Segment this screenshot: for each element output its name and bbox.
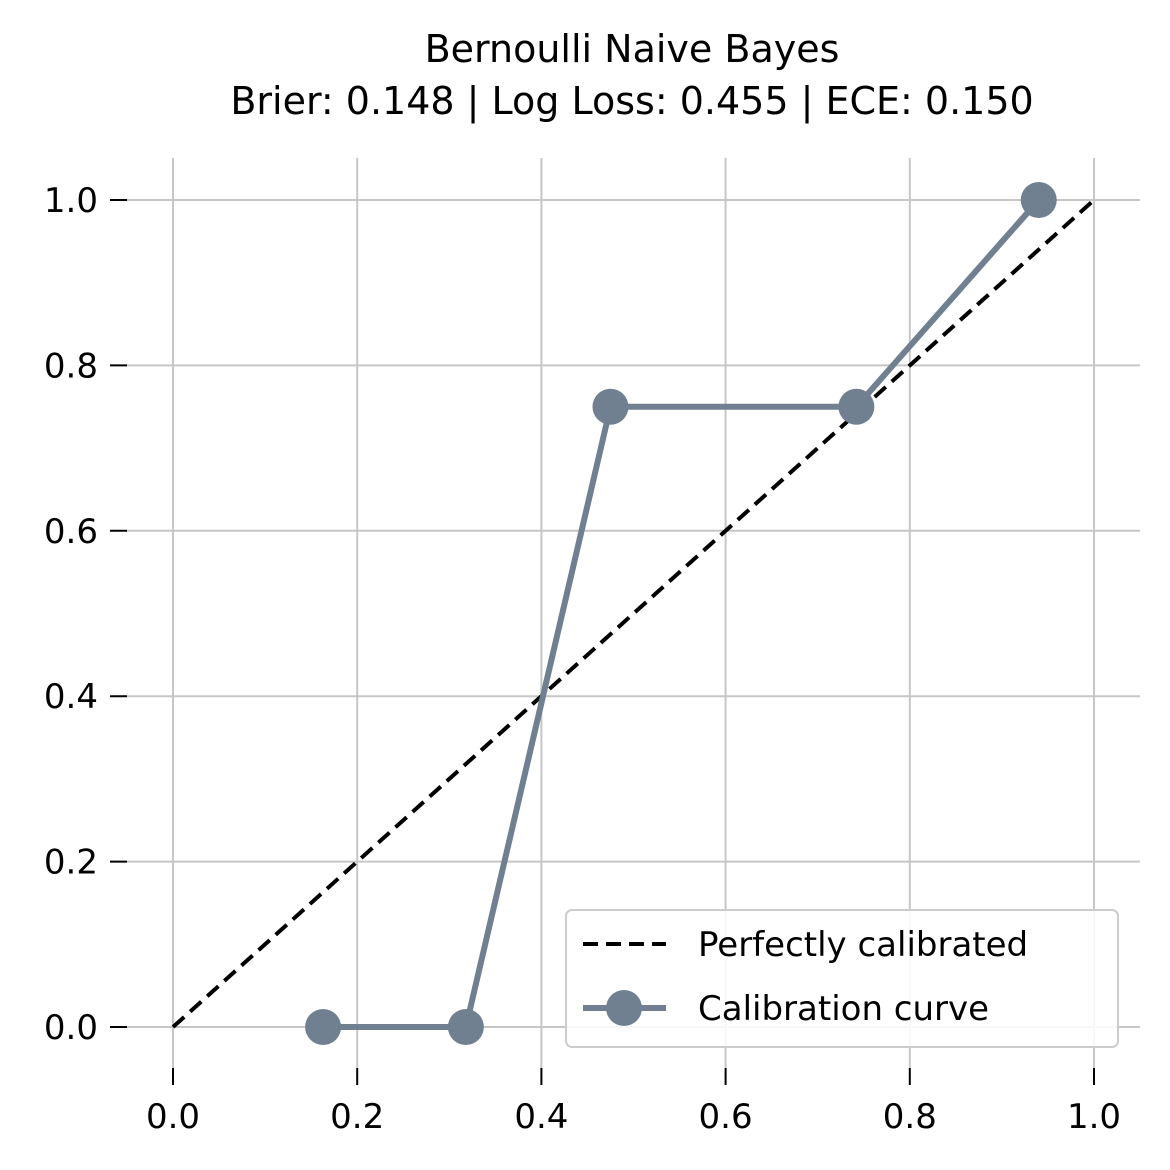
chart-title: Bernoulli Naive Bayes bbox=[424, 27, 840, 71]
calibration-point bbox=[305, 1009, 342, 1045]
calibration-point bbox=[592, 388, 629, 425]
x-tick-label: 0.4 bbox=[514, 1097, 568, 1137]
y-tick-label: 0.6 bbox=[44, 512, 98, 552]
y-tick-label: 1.0 bbox=[44, 181, 98, 221]
series-layer bbox=[171, 182, 1096, 1045]
series-line-calibration-curve bbox=[323, 198, 1041, 1030]
x-tick-label: 0.2 bbox=[330, 1097, 384, 1137]
ticks-layer: 0.0 0.2 0.4 0.6 0.8 1.0 0.0 0.2 0.4 0.6 0.8 1.0 bbox=[44, 181, 1121, 1137]
legend: Perfectly calibrated Calibration curve bbox=[565, 909, 1119, 1048]
y-tick-label: 0.0 bbox=[44, 1008, 98, 1048]
legend-marker-calibration-curve bbox=[606, 990, 642, 1026]
legend-label: Perfectly calibrated bbox=[698, 925, 1028, 965]
y-tick-label: 0.8 bbox=[44, 346, 98, 386]
x-tick-label: 0.8 bbox=[883, 1097, 937, 1137]
x-tick-label: 0.0 bbox=[146, 1097, 200, 1137]
x-tick-label: 1.0 bbox=[1067, 1097, 1121, 1137]
y-tick-label: 0.4 bbox=[44, 677, 98, 717]
calibration-point bbox=[447, 1009, 484, 1045]
series-line-perfectly-calibrated bbox=[171, 198, 1096, 1029]
calibration-point bbox=[838, 388, 875, 425]
x-tick-label: 0.6 bbox=[699, 1097, 753, 1137]
calibration-point bbox=[1020, 182, 1057, 218]
y-tick-label: 0.2 bbox=[44, 843, 98, 883]
legend-box bbox=[565, 909, 1119, 1048]
chart-subtitle: Brier: 0.148 | Log Loss: 0.455 | ECE: 0.… bbox=[230, 79, 1034, 123]
legend-label: Calibration curve bbox=[698, 989, 989, 1029]
